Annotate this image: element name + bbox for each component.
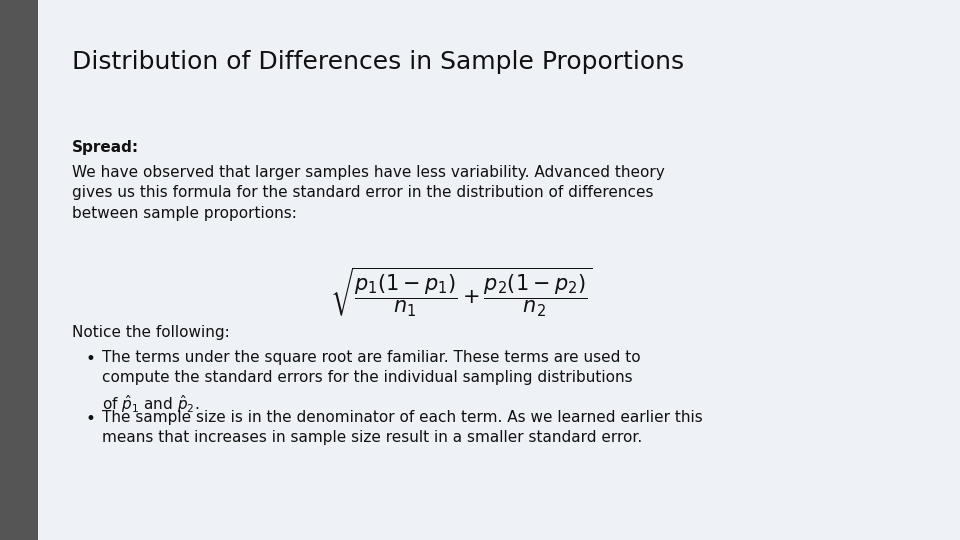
Text: The sample size is in the denominator of each term. As we learned earlier this
m: The sample size is in the denominator of… xyxy=(102,410,703,446)
Text: $\sqrt{\dfrac{p_1(1-p_1)}{n_1} + \dfrac{p_2(1-p_2)}{n_2}}$: $\sqrt{\dfrac{p_1(1-p_1)}{n_1} + \dfrac{… xyxy=(329,265,592,319)
Text: Notice the following:: Notice the following: xyxy=(72,325,229,340)
Text: Distribution of Differences in Sample Proportions: Distribution of Differences in Sample Pr… xyxy=(72,50,684,74)
Text: The terms under the square root are familiar. These terms are used to
compute th: The terms under the square root are fami… xyxy=(102,350,640,415)
Text: •: • xyxy=(86,410,96,428)
Bar xyxy=(0,0,38,540)
Text: •: • xyxy=(86,350,96,368)
Text: We have observed that larger samples have less variability. Advanced theory
give: We have observed that larger samples hav… xyxy=(72,165,664,221)
Text: Spread:: Spread: xyxy=(72,140,139,155)
